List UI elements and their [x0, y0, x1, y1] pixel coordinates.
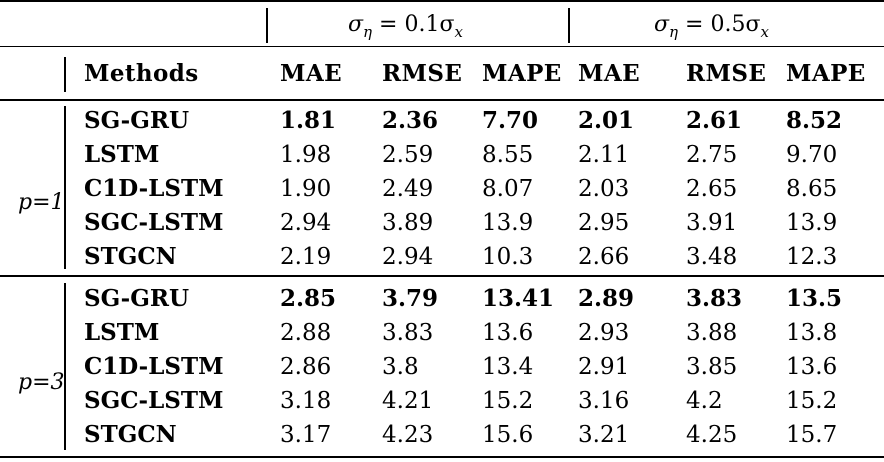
top-rule: [0, 0, 884, 2]
metric-cell: 2.19: [280, 244, 332, 270]
metric-cell: 3.88: [686, 320, 738, 346]
group-header-noise-0.1: ση = 0.1σx: [348, 12, 463, 41]
metric-cell: 3.79: [382, 285, 439, 312]
metric-cell: 2.03: [578, 176, 630, 202]
metric-cell: 2.61: [686, 107, 743, 134]
metric-cell: 1.81: [280, 107, 337, 134]
metric-cell: 3.17: [280, 422, 332, 448]
metric-cell: 8.07: [482, 176, 534, 202]
metric-cell: 3.18: [280, 388, 332, 414]
metric-cell: 13.9: [482, 210, 534, 236]
block1-divider: [64, 106, 66, 269]
metric-cell: 13.5: [786, 285, 843, 312]
column-header-methods: Methods: [84, 60, 199, 87]
method-name: SG-GRU: [84, 285, 190, 312]
metric-cell: 13.4: [482, 354, 534, 380]
group-header-rule: [0, 46, 884, 48]
metric-cell: 2.36: [382, 107, 439, 134]
metric-cell: 7.70: [482, 107, 539, 134]
metric-cell: 3.89: [382, 210, 434, 236]
group-divider-left: [266, 8, 268, 43]
metric-cell: 2.94: [382, 244, 434, 270]
metric-cell: 15.7: [786, 422, 838, 448]
method-name: C1D-LSTM: [84, 353, 224, 380]
metric-cell: 8.52: [786, 107, 843, 134]
metric-cell: 13.6: [482, 320, 534, 346]
metric-cell: 2.88: [280, 320, 332, 346]
column-header-rmse-1: RMSE: [382, 60, 463, 87]
metric-cell: 8.65: [786, 176, 838, 202]
metric-cell: 3.21: [578, 422, 630, 448]
metric-cell: 13.9: [786, 210, 838, 236]
metric-cell: 2.91: [578, 354, 630, 380]
metric-cell: 3.8: [382, 354, 419, 380]
metric-cell: 1.90: [280, 176, 332, 202]
metric-cell: 2.85: [280, 285, 337, 312]
column-header-mape-1: MAPE: [482, 60, 562, 87]
metric-cell: 3.83: [382, 320, 434, 346]
method-name: SGC-LSTM: [84, 387, 224, 414]
metric-cell: 4.25: [686, 422, 738, 448]
group-header-noise-0.5: ση = 0.5σx: [654, 12, 769, 41]
metric-cell: 1.98: [280, 142, 332, 168]
metric-cell: 2.66: [578, 244, 630, 270]
block-separator-rule: [0, 275, 884, 277]
metric-cell: 2.93: [578, 320, 630, 346]
metric-cell: 2.65: [686, 176, 738, 202]
method-name: LSTM: [84, 319, 160, 346]
metric-cell: 3.83: [686, 285, 743, 312]
method-name: STGCN: [84, 243, 177, 270]
metric-cell: 12.3: [786, 244, 838, 270]
metric-cell: 2.49: [382, 176, 434, 202]
metric-cell: 2.94: [280, 210, 332, 236]
block2-divider: [64, 283, 66, 450]
metric-cell: 4.21: [382, 388, 434, 414]
column-header-mae-2: MAE: [578, 60, 641, 87]
metric-cell: 10.3: [482, 244, 534, 270]
metric-cell: 4.2: [686, 388, 723, 414]
method-name: C1D-LSTM: [84, 175, 224, 202]
metric-cell: 2.11: [578, 142, 630, 168]
metric-cell: 8.55: [482, 142, 534, 168]
metric-cell: 2.95: [578, 210, 630, 236]
metric-cell: 9.70: [786, 142, 838, 168]
column-header-rmse-2: RMSE: [686, 60, 767, 87]
metric-cell: 15.2: [786, 388, 838, 414]
method-name: STGCN: [84, 421, 177, 448]
group-divider-right: [568, 8, 570, 43]
column-header-mape-2: MAPE: [786, 60, 866, 87]
block-label-p3: p=3: [18, 370, 65, 395]
metric-cell: 13.6: [786, 354, 838, 380]
block-label-p1: p=1: [18, 190, 65, 215]
metric-cell: 3.16: [578, 388, 630, 414]
bottom-rule: [0, 456, 884, 458]
metric-cell: 2.75: [686, 142, 738, 168]
method-name: SG-GRU: [84, 107, 190, 134]
methods-divider: [64, 57, 66, 92]
metric-cell: 15.2: [482, 388, 534, 414]
metric-cell: 3.48: [686, 244, 738, 270]
metric-cell: 2.59: [382, 142, 434, 168]
metric-cell: 4.23: [382, 422, 434, 448]
metric-cell: 2.86: [280, 354, 332, 380]
method-name: SGC-LSTM: [84, 209, 224, 236]
metric-cell: 3.85: [686, 354, 738, 380]
metric-cell: 13.41: [482, 285, 555, 312]
metric-cell: 2.01: [578, 107, 635, 134]
method-name: LSTM: [84, 141, 160, 168]
metric-cell: 3.91: [686, 210, 738, 236]
column-header-mae-1: MAE: [280, 60, 343, 87]
header-rule: [0, 99, 884, 101]
metric-cell: 2.89: [578, 285, 635, 312]
metric-cell: 13.8: [786, 320, 838, 346]
metric-cell: 15.6: [482, 422, 534, 448]
